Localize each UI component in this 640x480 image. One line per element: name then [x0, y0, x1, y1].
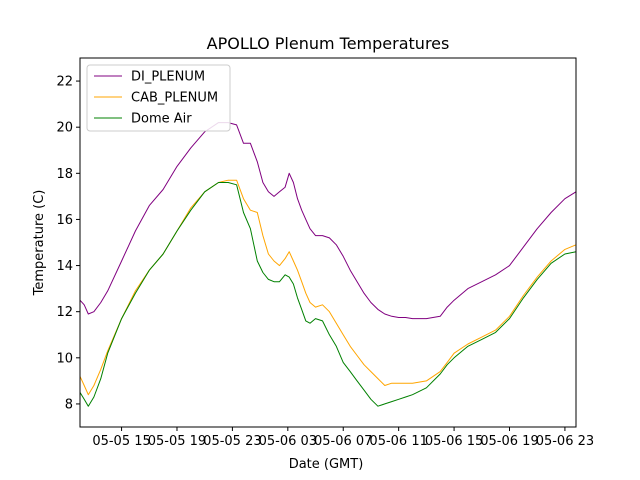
y-tick-label: 8 — [65, 397, 73, 412]
series-layer — [79, 122, 577, 407]
y-tick-label: 20 — [56, 121, 73, 136]
legend: DI_PLENUM CAB_PLENUM Dome Air — [86, 64, 231, 132]
legend-label: Dome Air — [131, 112, 192, 127]
x-tick-label: 05-05 23 — [203, 434, 261, 449]
series-line-di-plenum — [79, 122, 577, 320]
series-line-dome-air — [79, 182, 577, 407]
x-tick-label: 05-06 19 — [480, 434, 538, 449]
chart-title: APOLLO Plenum Temperatures — [207, 34, 450, 53]
legend-label: CAB_PLENUM — [131, 91, 218, 106]
plot-frame — [79, 57, 577, 428]
x-tick-label: 05-06 11 — [369, 434, 427, 449]
x-tick-label: 05-06 07 — [314, 434, 372, 449]
x-axis-label: Date (GMT) — [289, 457, 364, 472]
y-tick-label: 22 — [56, 75, 73, 90]
legend-label: DI_PLENUM — [131, 70, 205, 85]
x-tick-label: 05-06 15 — [425, 434, 483, 449]
x-tick-label: 05-06 23 — [536, 434, 594, 449]
y-tick-label: 10 — [56, 351, 73, 366]
x-tick-label: 05-05 19 — [148, 434, 206, 449]
y-tick-label: 18 — [56, 167, 73, 182]
x-tick-label: 05-06 03 — [259, 434, 317, 449]
y-tick-label: 14 — [56, 259, 73, 274]
y-axis: 8 10 12 14 16 18 20 22 — [56, 75, 80, 412]
legend-box — [86, 64, 231, 132]
y-tick-label: 12 — [56, 305, 73, 320]
y-axis-label: Temperature (C) — [32, 190, 47, 297]
y-tick-label: 16 — [56, 213, 73, 228]
x-tick-label: 05-05 15 — [92, 434, 150, 449]
